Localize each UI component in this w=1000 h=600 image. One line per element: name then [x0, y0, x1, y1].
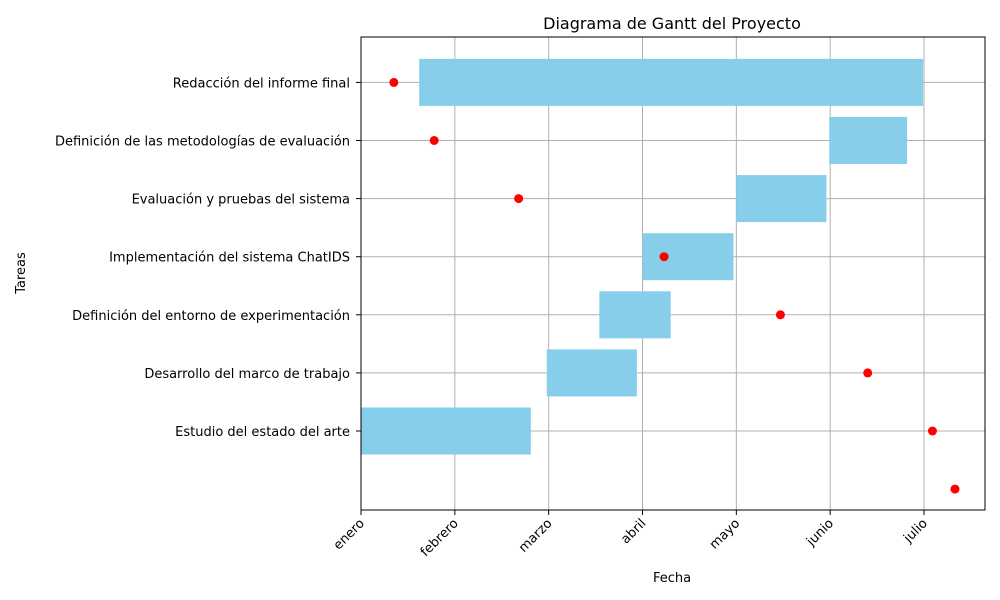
x-axis-ticks: enero febrero marzo abril mayo junio julio [331, 510, 931, 560]
task-bar [599, 291, 671, 339]
marker-point [863, 368, 873, 378]
y-tick-label: Definición del entorno de experimentació… [72, 309, 350, 324]
y-tick-label: Desarrollo del marco de trabajo [144, 367, 350, 382]
y-tick-label: Estudio del estado del arte [175, 425, 350, 440]
y-tick-label: Definición de las metodologías de evalua… [55, 135, 350, 150]
marker-point [927, 426, 937, 436]
task-bar [419, 58, 924, 106]
x-tick-label: julio [900, 516, 930, 546]
marker-point [659, 252, 669, 262]
marker-point [950, 484, 960, 494]
x-tick-label: marzo [516, 516, 555, 555]
marker-point [514, 194, 524, 204]
marker-point [429, 136, 439, 145]
y-axis-label: Tareas [14, 252, 29, 295]
marker-point [775, 310, 785, 320]
task-bar [546, 349, 637, 397]
task-bar [829, 117, 908, 164]
task-bars [361, 58, 924, 455]
y-axis-ticks: Estudio del estado del arte Desarrollo de… [55, 76, 361, 440]
x-tick-label: abril [618, 516, 649, 547]
task-bar [642, 233, 734, 281]
y-tick-label: Redacción del informe final [173, 76, 350, 91]
marker-points [389, 77, 960, 494]
chart-title: Diagrama de Gantt del Proyecto [543, 14, 801, 33]
x-axis-label: Fecha [653, 571, 691, 586]
y-tick-label: Implementación del sistema ChatIDS [109, 251, 350, 266]
x-tick-label: febrero [418, 516, 462, 560]
marker-point [389, 77, 399, 87]
plot-frame [360, 36, 986, 511]
task-bar [736, 175, 827, 223]
x-tick-label: enero [331, 516, 368, 553]
y-tick-label: Evaluación y pruebas del sistema [132, 193, 350, 208]
x-tick-label: mayo [707, 516, 743, 552]
x-tick-label: junio [803, 516, 837, 550]
task-bar [361, 407, 531, 455]
